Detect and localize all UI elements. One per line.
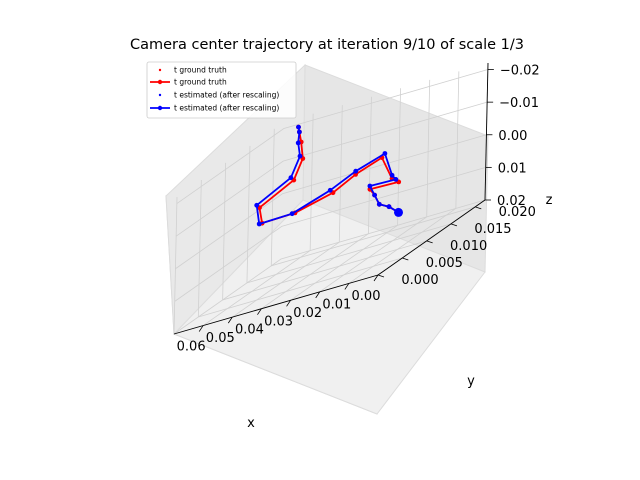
series-point-est (254, 202, 260, 208)
series-point-est (386, 204, 392, 210)
series-point-est (289, 211, 295, 217)
grid-line-z (175, 134, 487, 270)
series-point-est (288, 175, 294, 181)
tick-labels: 0.000.010.020.030.040.050.060.0000.0050.… (177, 64, 540, 355)
series-point-est (389, 172, 395, 178)
x-tick-label: 0.04 (235, 323, 264, 338)
z-axis-line (484, 62, 489, 201)
z-axis-label: z (546, 193, 553, 208)
trajectory-start-marker (394, 207, 403, 217)
legend-marker-gt-line (157, 79, 163, 85)
legend-label-gt-line: t ground truth (174, 78, 227, 87)
series-point-est (367, 183, 373, 189)
series-point-est (372, 192, 377, 198)
series-layer (254, 124, 403, 227)
x-tick-mark (286, 300, 291, 307)
y-tick-mark (377, 274, 385, 278)
series-point-est (382, 151, 388, 156)
legend: t ground truth t ground truth t estimate… (146, 61, 297, 119)
y-tick-label: 0.020 (499, 205, 536, 220)
y-tick-mark (402, 257, 409, 261)
x-tick-label: 0.05 (206, 331, 235, 346)
x-axis-label: x (247, 416, 255, 431)
series-point-est (297, 129, 302, 135)
y-tick-label: 0.000 (401, 273, 438, 288)
y-axis-label: y (467, 374, 475, 389)
y-tick-mark (475, 206, 482, 210)
legend-label-gt-points: t ground truth (174, 66, 227, 75)
y-tick-mark (450, 223, 458, 227)
grid-line-z (175, 101, 488, 237)
x-tick-label: 0.06 (177, 340, 206, 355)
grid-line-z (173, 199, 486, 335)
y-tick-label: 0.010 (450, 239, 487, 254)
grid-line-z (176, 69, 488, 204)
y-axis-line (377, 199, 486, 276)
series-point-est (393, 177, 399, 182)
y-tick-mark (426, 240, 433, 244)
x-tick-mark (227, 316, 233, 324)
legend-marker-est-line (157, 105, 163, 111)
series-point-est (297, 153, 303, 159)
legend-marker-gt-points (158, 68, 162, 72)
grid-line-z (174, 166, 486, 302)
x-tick-label: 0.01 (322, 297, 351, 312)
x-tick-mark (257, 308, 262, 315)
x-tick-mark (344, 283, 350, 290)
x-tick-label: 0.03 (264, 314, 293, 329)
z-tick-label: 0.01 (498, 161, 527, 176)
x-axis-line (173, 274, 379, 335)
legend-box (146, 61, 297, 119)
x-tick-mark (373, 274, 379, 282)
legend-marker-est-points (158, 93, 162, 97)
legend-label-est-line: t estimated (after rescaling) (174, 104, 279, 113)
series-point-est (376, 201, 382, 207)
z-tick-label: −0.02 (500, 64, 540, 79)
y-tick-label: 0.005 (426, 256, 463, 271)
series-point-est (295, 140, 301, 146)
series-point-est (296, 124, 301, 130)
series-point-est (353, 168, 359, 174)
series-point-est (327, 187, 333, 193)
x-tick-label: 0.02 (293, 306, 322, 321)
axis-lines (173, 62, 489, 335)
legend-label-est-points: t estimated (after rescaling) (174, 91, 279, 100)
x-tick-label: 0.00 (352, 289, 381, 304)
x-tick-mark (198, 325, 204, 332)
z-tick-label: 0.00 (498, 129, 527, 144)
z-tick-label: −0.01 (499, 96, 539, 111)
series-point-est (256, 221, 262, 227)
y-tick-label: 0.015 (474, 222, 511, 237)
x-tick-mark (315, 291, 321, 299)
chart-title: Camera center trajectory at iteration 9/… (130, 37, 524, 53)
z-tick-label: 0.02 (497, 194, 526, 209)
